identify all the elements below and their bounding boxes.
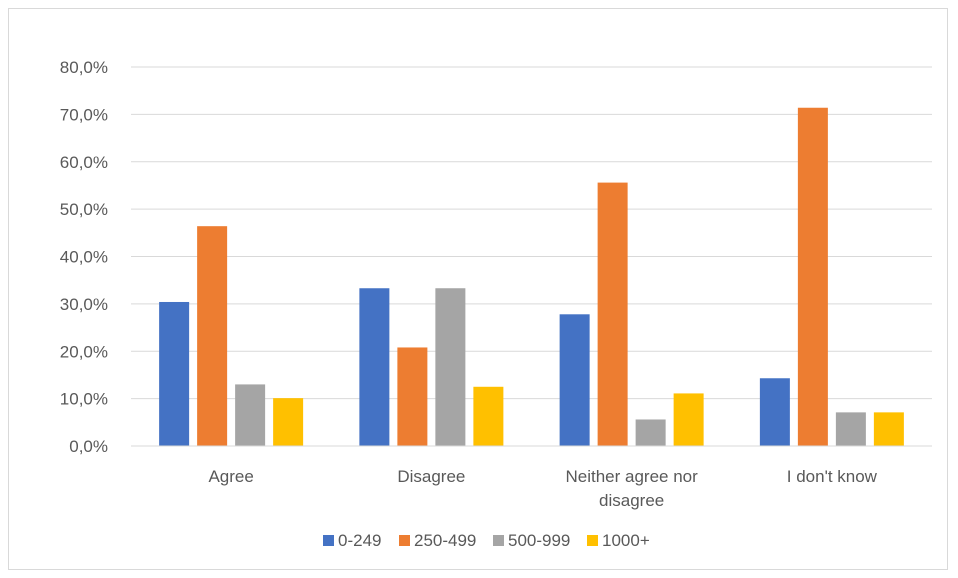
bar [559,314,590,446]
legend: 0-249 250-499 500-999 1000+ [323,531,650,550]
bar [597,182,628,446]
bar [435,288,466,446]
legend-label: 0-249 [338,531,381,550]
legend-swatch [493,535,504,546]
legend-label: 500-999 [508,531,570,550]
legend-label: 1000+ [602,531,650,550]
legend-item: 0-249 [323,531,381,550]
y-axis-tick-labels: 0,0% 10,0% 20,0% 30,0% 40,0% 50,0% 60,0% 70,0% 8… [60,58,108,456]
x-category-label: Disagree [397,467,465,486]
bar [273,398,304,446]
y-tick-label: 60,0% [60,153,108,172]
bar [635,419,666,446]
x-category-label: Neither agree nor disagree [565,467,698,510]
bar [673,393,704,446]
bar [797,107,828,447]
x-axis-category-labels: Agree Disagree Neither agree nor disagree I … [208,467,877,510]
legend-label: 250-499 [414,531,476,550]
legend-swatch [323,535,334,546]
legend-item: 1000+ [587,531,650,550]
y-tick-label: 70,0% [60,105,108,124]
bar [359,288,390,446]
bar [159,301,190,446]
bar [397,347,428,446]
legend-swatch [399,535,410,546]
legend-item: 500-999 [493,531,570,550]
x-category-label: Agree [208,467,253,486]
y-tick-label: 40,0% [60,248,108,267]
bars [159,107,904,447]
bar [873,412,904,446]
bar [235,384,266,446]
x-category-label: I don't know [787,467,878,486]
legend-item: 250-499 [399,531,476,550]
chart-frame [8,8,948,570]
y-tick-label: 30,0% [60,295,108,314]
legend-swatch [587,535,598,546]
y-tick-label: 10,0% [60,390,108,409]
bar [759,378,790,446]
y-tick-label: 0,0% [69,437,108,456]
bar [197,226,228,446]
y-tick-label: 20,0% [60,342,108,361]
bar [473,386,504,446]
y-tick-label: 80,0% [60,58,108,77]
y-tick-label: 50,0% [60,200,108,219]
bar [835,412,866,446]
